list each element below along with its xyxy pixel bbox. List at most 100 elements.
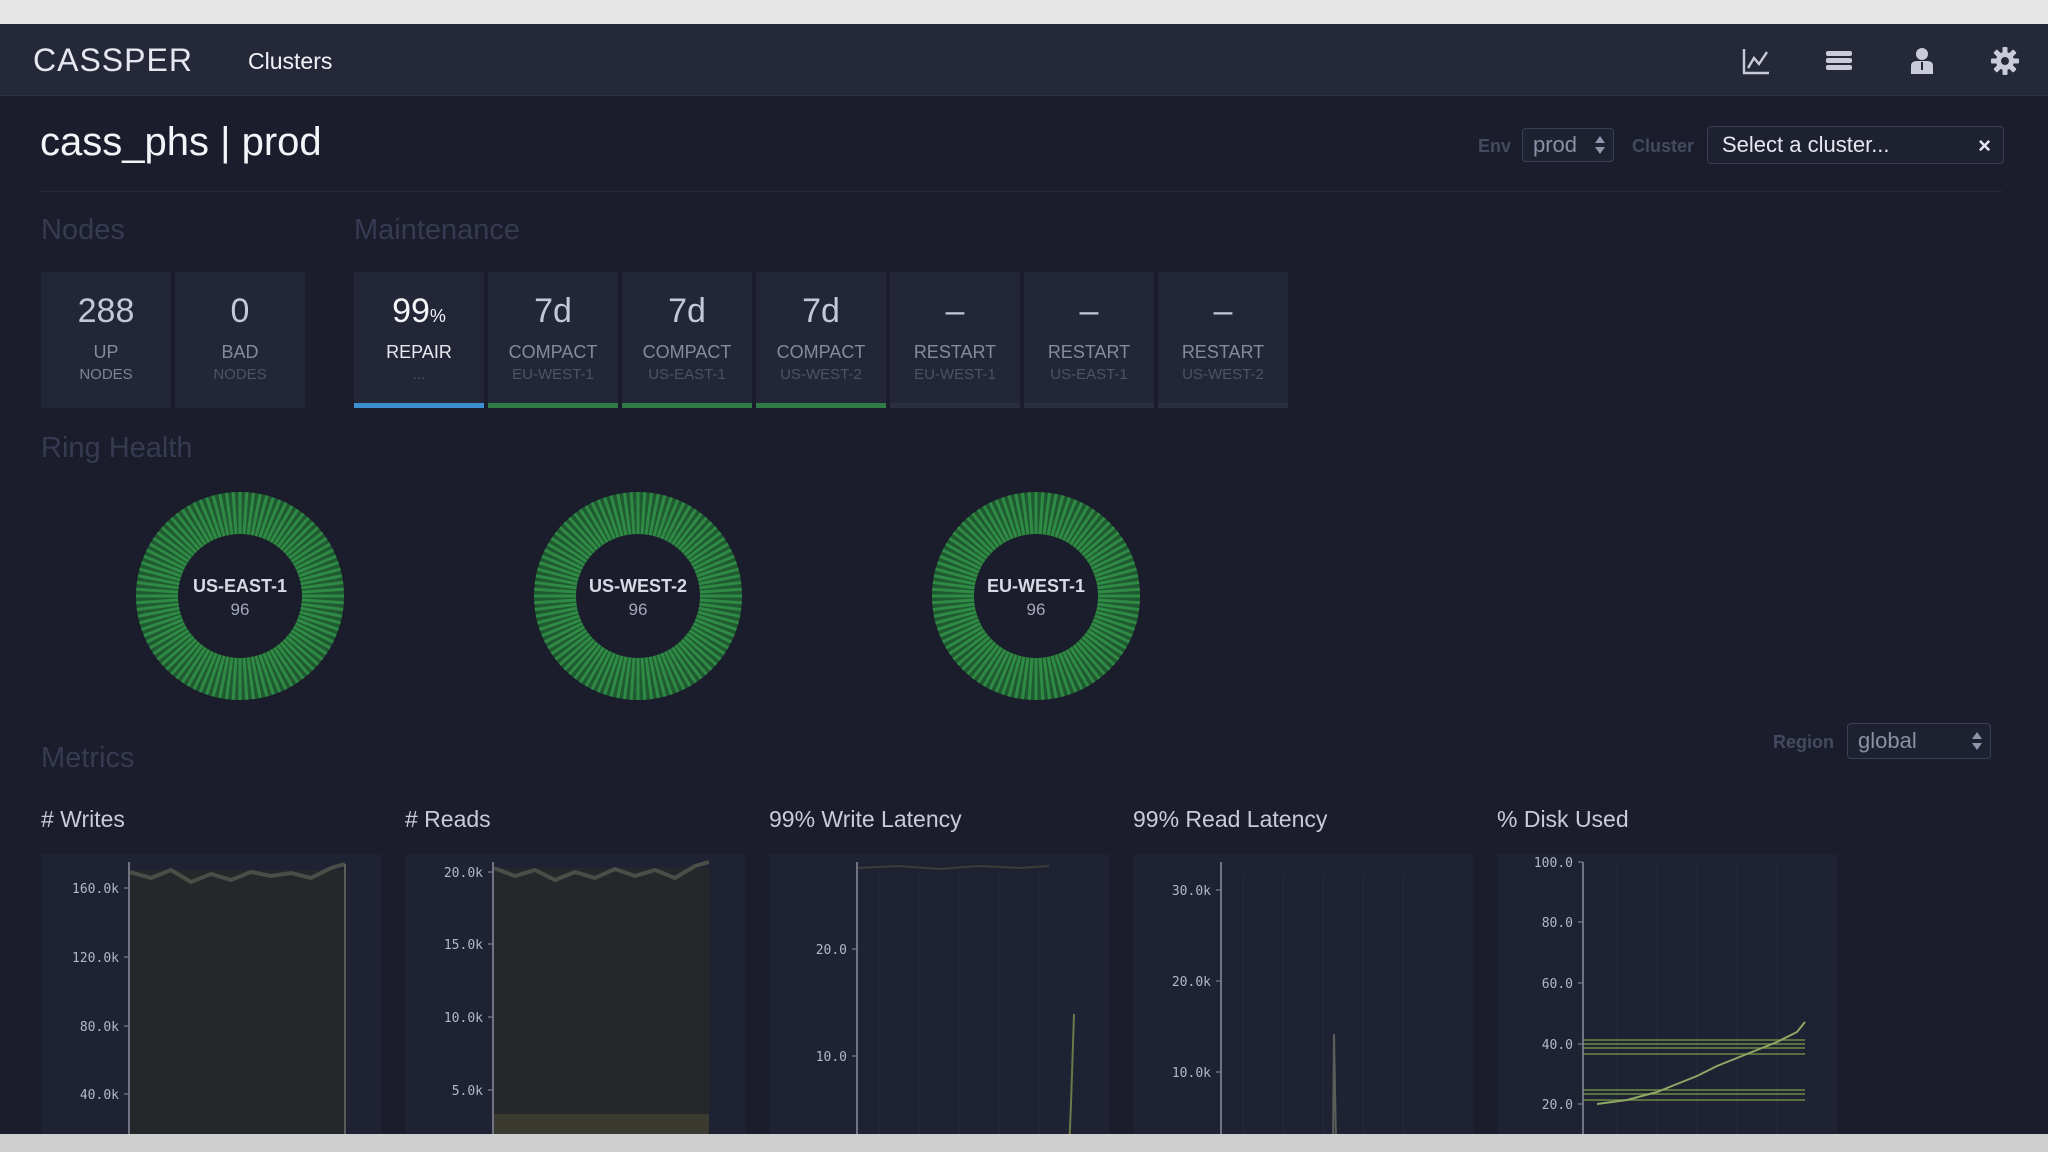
ring-segment (1097, 598, 1140, 605)
ring-segment (976, 508, 1003, 546)
ring-segment (961, 638, 994, 671)
node-card-bad[interactable]: 0 BAD NODES (175, 272, 305, 408)
ring-segment (640, 492, 647, 535)
ring-segment (932, 587, 975, 594)
ring-segment (1096, 606, 1139, 618)
ring-segment (699, 598, 742, 605)
node-card-sublabel: NODES (79, 366, 133, 383)
y-tick-label: 80.0 (1542, 916, 1573, 931)
ring-segment (1014, 656, 1026, 699)
ring-segment (299, 567, 341, 582)
ring-count: 96 (230, 600, 250, 619)
ring-segment (1050, 655, 1065, 697)
ring-us-east-1[interactable]: US-EAST-1 96 (134, 490, 346, 702)
metric-title-read-latency: 99% Read Latency (1133, 806, 1328, 832)
ring-segment (932, 598, 975, 605)
region-label: Region (1773, 732, 1834, 752)
ring-segment (1094, 561, 1135, 578)
ring-segment (1097, 587, 1140, 594)
ring-segment (697, 567, 739, 582)
disk-used-chart[interactable]: 100.0 80.0 60.0 40.0 20.0 (1497, 854, 1837, 1134)
ring-segment (282, 521, 315, 554)
y-tick-label: 160.0k (72, 882, 119, 897)
ring-segment (603, 654, 620, 695)
ring-segment (933, 606, 976, 618)
ring-segment (1090, 548, 1130, 570)
env-select[interactable]: prod (1522, 128, 1614, 162)
ring-segment (935, 567, 977, 582)
ring-segment (584, 505, 609, 544)
ring-segment (948, 536, 986, 563)
reads-chart[interactable]: 20.0k 15.0k 10.0k 5.0k (405, 854, 745, 1134)
ring-segment (294, 622, 334, 644)
user-icon[interactable] (1907, 46, 1937, 76)
ring-segment (269, 648, 294, 687)
maintenance-card-compact-eu-west-1[interactable]: 7d COMPACT EU-WEST-1 (488, 272, 618, 408)
ring-segment (667, 648, 692, 687)
maintenance-card-value: 7d (534, 292, 572, 330)
ring-segment (994, 652, 1014, 693)
ring-segment (1007, 495, 1022, 537)
ring-segment (136, 587, 179, 594)
maintenance-card-repair[interactable]: 99% REPAIR ... (354, 272, 484, 408)
maintenance-card-restart-us-east-1[interactable]: – RESTART US-EAST-1 (1024, 272, 1154, 408)
ring-segment (554, 531, 590, 560)
ring-segment (534, 598, 577, 605)
chart-icon[interactable] (1741, 46, 1771, 76)
ring-segment (937, 561, 978, 578)
database-icon[interactable] (1824, 46, 1854, 76)
node-card-up[interactable]: 288 UP NODES (41, 272, 171, 408)
ring-segment (1007, 655, 1022, 697)
ring-segment (629, 657, 636, 700)
ring-us-west-2[interactable]: US-WEST-2 96 (532, 490, 744, 702)
ring-segment (1001, 497, 1018, 538)
ring-segment (276, 512, 305, 548)
ring-segment (558, 635, 593, 666)
ring-segment (205, 654, 222, 695)
ring-segment (544, 622, 584, 644)
ring-segment (609, 655, 624, 697)
ring-segment (945, 542, 984, 567)
maintenance-card-compact-us-east-1[interactable]: 7d COMPACT US-EAST-1 (622, 272, 752, 408)
ring-segment (1081, 526, 1116, 557)
ring-segment (568, 516, 599, 551)
gear-icon[interactable] (1990, 46, 2020, 76)
ring-segment (290, 629, 328, 656)
ring-segment (982, 648, 1007, 687)
ring-segment (156, 632, 192, 661)
maintenance-card-restart-us-west-2[interactable]: – RESTART US-WEST-2 (1158, 272, 1288, 408)
ring-eu-west-1[interactable]: EU-WEST-1 96 (930, 490, 1142, 702)
ring-segment (152, 629, 190, 656)
clear-selection-icon[interactable]: × (1978, 133, 1991, 158)
ring-segment (246, 492, 256, 535)
region-select[interactable]: global (1847, 723, 1991, 759)
ring-segment (136, 602, 179, 612)
ring-segment (136, 580, 179, 590)
ring-segment (156, 531, 192, 560)
ring-segment (211, 495, 226, 537)
writes-chart[interactable]: 160.0k 120.0k 80.0k 40.0k (41, 854, 381, 1134)
ring-segment (1027, 492, 1034, 535)
write-latency-chart-plot: 20.0 10.0 (816, 862, 1075, 1134)
maintenance-card-restart-eu-west-1[interactable]: – RESTART EU-WEST-1 (890, 272, 1020, 408)
maintenance-card-sublabel: US-EAST-1 (648, 366, 726, 383)
node-card-label: UP (93, 342, 119, 362)
cluster-select[interactable]: Select a cluster... × (1707, 126, 2004, 164)
ring-segment (699, 580, 742, 590)
ring-segment (1058, 499, 1078, 540)
ring-segment (1046, 493, 1058, 536)
ring-segment (1065, 505, 1090, 544)
maintenance-card-compact-us-west-2[interactable]: 7d COMPACT US-WEST-2 (756, 272, 886, 408)
ring-segment (547, 542, 586, 567)
brand-logo[interactable]: CASSPER (33, 42, 193, 78)
read-latency-chart[interactable]: 30.0k 20.0k 10.0k (1133, 854, 1473, 1134)
ring-segment (683, 635, 718, 666)
env-select-value: prod (1533, 132, 1578, 157)
ring-segment (534, 602, 577, 612)
ring-segment (547, 625, 586, 650)
ring-segment (563, 638, 596, 671)
ring-segment (697, 610, 739, 625)
ring-segment (1088, 542, 1127, 567)
write-latency-chart[interactable]: 20.0 10.0 (769, 854, 1109, 1134)
nav-clusters-link[interactable]: Clusters (248, 48, 333, 74)
